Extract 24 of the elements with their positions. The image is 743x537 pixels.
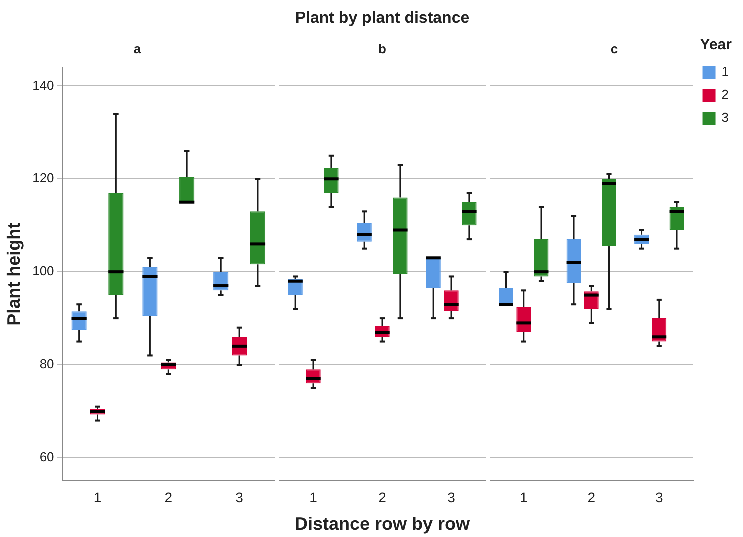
y-tick-label: 60 [40, 450, 54, 465]
legend-label: 3 [722, 110, 730, 126]
chart-title: a [134, 41, 142, 56]
chart-title: b [378, 41, 387, 56]
x-tick-label: 1 [310, 489, 318, 506]
x-tick-label: 2 [378, 489, 387, 506]
y-axis-title: Plant height [4, 222, 24, 326]
x-tick-label: 2 [164, 489, 173, 506]
x-tick-label: 2 [588, 489, 596, 506]
legend-title: Year [700, 36, 732, 54]
y-tick-label: 80 [40, 356, 54, 372]
x-tick-label: 1 [94, 489, 102, 506]
x-tick-label: 3 [236, 489, 244, 506]
y-tick-label: 140 [32, 78, 54, 93]
legend-label: 1 [722, 64, 730, 80]
chart-title: c [610, 41, 618, 56]
legend-label: 2 [722, 87, 730, 102]
x-tick-label: 1 [520, 489, 528, 506]
text: Plant by plant distance [295, 10, 470, 28]
y-tick-label: 120 [32, 170, 54, 186]
x-tick-label: 3 [448, 489, 456, 506]
x-axis-title: Distance row by row [294, 514, 470, 535]
x-tick-label: 3 [655, 489, 664, 506]
y-tick-label: 100 [32, 264, 54, 279]
